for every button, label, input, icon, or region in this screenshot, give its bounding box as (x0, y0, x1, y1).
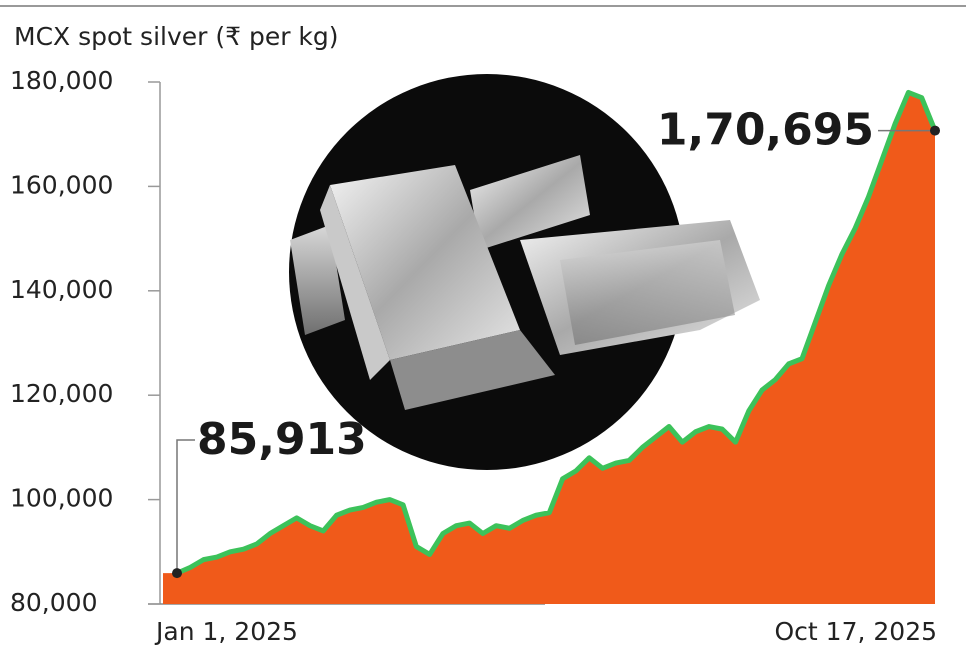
value-label: 85,913 (197, 414, 367, 465)
y-tick-label: 160,000 (10, 170, 113, 199)
value-label: 1,70,695 (657, 105, 874, 156)
end-marker (172, 568, 182, 579)
y-tick-label: 120,000 (10, 379, 113, 408)
y-tick-label: 100,000 (10, 484, 113, 513)
x-tick-label: Oct 17, 2025 (775, 617, 938, 646)
plot: 80,000 100,000 120,000 140,000 160,000 180,00… (10, 66, 940, 646)
y-tick-label: 80,000 (10, 588, 97, 617)
line (176, 89, 938, 576)
chart-title: MCX spot silver (₹ per kg) (14, 22, 339, 51)
leader-line (176, 439, 195, 574)
y-tick-label: 140,000 (10, 275, 113, 304)
y-tick-label: 180,000 (10, 66, 113, 95)
end-marker (930, 125, 940, 136)
silver-bars-illustration (289, 74, 760, 470)
x-tick-label: Jan 1, 2025 (154, 617, 298, 646)
area (163, 92, 935, 604)
